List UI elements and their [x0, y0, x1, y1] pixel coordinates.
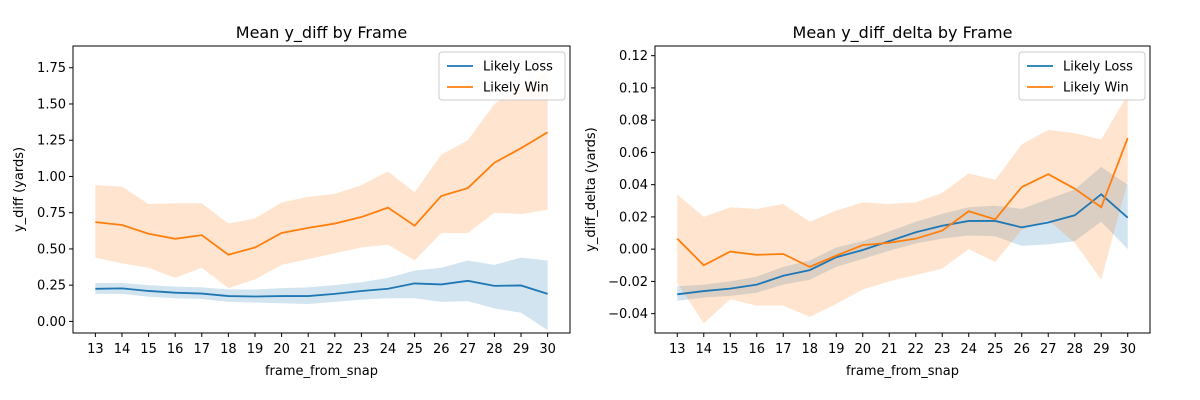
chart-panel-y-diff-delta: 13 14 15 16 17 18 19 20 21 22 23 24 25 26 27 28 29 30 −0.0…: [584, 23, 1151, 379]
x-tick-label: 28: [486, 342, 503, 357]
y-tick-label: 0.10: [619, 81, 648, 96]
y-tick-label: 0.02: [619, 210, 648, 225]
legend-box: [438, 51, 566, 101]
x-tick-label: 27: [1040, 342, 1057, 357]
x-tick-label: 13: [669, 342, 686, 357]
y-tick-label: 0.04: [619, 178, 648, 193]
chart-panel-y-diff: 13 14 15 16 17 18 19 20 21 22 23 24 25 26 27 28 29 30 0.00…: [12, 23, 571, 379]
x-tick-label: 15: [722, 342, 739, 357]
x-tick-label: 14: [695, 342, 712, 357]
y-tick-label: 0.25: [37, 279, 66, 294]
x-tick-label: 22: [327, 342, 344, 357]
x-tick-label: 25: [406, 342, 423, 357]
confidence-band-win: [95, 72, 548, 289]
x-axis-label: frame_from_snap: [846, 364, 959, 379]
x-tick-label: 16: [167, 342, 184, 357]
y-tick-label: 0.00: [37, 315, 66, 330]
x-tick-label: 21: [881, 342, 898, 357]
x-tick-label: 30: [1119, 342, 1136, 357]
chart-title: Mean y_diff_delta by Frame: [793, 23, 1013, 43]
y-tick-label: 0.00: [619, 243, 648, 258]
x-tick-label: 20: [854, 342, 871, 357]
legend: Likely Loss Likely Win: [1018, 51, 1146, 101]
x-tick-label: 13: [87, 342, 104, 357]
y-tick-label: 1.50: [37, 97, 66, 112]
x-tick-label: 20: [273, 342, 290, 357]
legend-label-win: Likely Win: [1063, 81, 1129, 96]
chart-title: Mean y_diff by Frame: [236, 23, 407, 43]
legend-box: [1018, 51, 1146, 101]
confidence-band-loss: [677, 166, 1128, 301]
confidence-band-loss: [95, 257, 548, 331]
y-axis-label: y_diff (yards): [12, 147, 27, 232]
legend-label-loss: Likely Loss: [1063, 60, 1133, 75]
x-tick-label: 14: [114, 342, 131, 357]
y-tick-label: 0.08: [619, 114, 648, 129]
y-tick-label: 1.75: [37, 61, 66, 76]
x-tick-label: 24: [960, 342, 977, 357]
x-tick-label: 29: [513, 342, 530, 357]
x-tick-label: 24: [380, 342, 397, 357]
x-tick-label: 28: [1066, 342, 1083, 357]
x-axis-label: frame_from_snap: [265, 364, 378, 379]
x-tick-label: 25: [987, 342, 1004, 357]
x-tick-label: 18: [220, 342, 237, 357]
x-tick-label: 30: [539, 342, 556, 357]
x-tick-label: 26: [433, 342, 450, 357]
x-tick-label: 29: [1093, 342, 1110, 357]
series-line-loss: [95, 279, 548, 298]
y-axis-label: y_diff_delta (yards): [584, 127, 599, 252]
x-tick-label: 26: [1013, 342, 1030, 357]
x-tick-label: 23: [934, 342, 951, 357]
x-tick-label: 27: [460, 342, 477, 357]
y-tick-label: 1.25: [37, 134, 66, 149]
series-line-win: [95, 131, 549, 256]
y-tick-label: 0.75: [37, 206, 66, 221]
y-tick-label: 1.00: [37, 170, 66, 185]
x-tick-label: 21: [300, 342, 317, 357]
legend-label-loss: Likely Loss: [483, 60, 553, 75]
series-line-win: [676, 137, 1129, 268]
legend-label-win: Likely Win: [483, 81, 549, 96]
y-tick-label: −0.04: [608, 307, 648, 322]
x-tick-label: 19: [828, 342, 845, 357]
legend: Likely Loss Likely Win: [438, 51, 566, 101]
x-tick-label: 15: [140, 342, 157, 357]
axes-frame: [72, 45, 571, 334]
series-line-loss: [677, 193, 1129, 296]
x-tick-label: 16: [748, 342, 765, 357]
y-tick-label: 0.12: [619, 49, 648, 64]
axes-frame: [654, 45, 1151, 334]
x-tick-label: 19: [247, 342, 264, 357]
confidence-band-win: [677, 94, 1128, 324]
y-tick-label: −0.02: [608, 275, 648, 290]
y-tick-label: 0.50: [37, 242, 66, 257]
x-tick-label: 18: [801, 342, 818, 357]
y-tick-label: 0.06: [619, 146, 648, 161]
x-tick-label: 17: [194, 342, 211, 357]
x-tick-label: 22: [907, 342, 924, 357]
x-tick-label: 23: [353, 342, 370, 357]
x-tick-label: 17: [775, 342, 792, 357]
